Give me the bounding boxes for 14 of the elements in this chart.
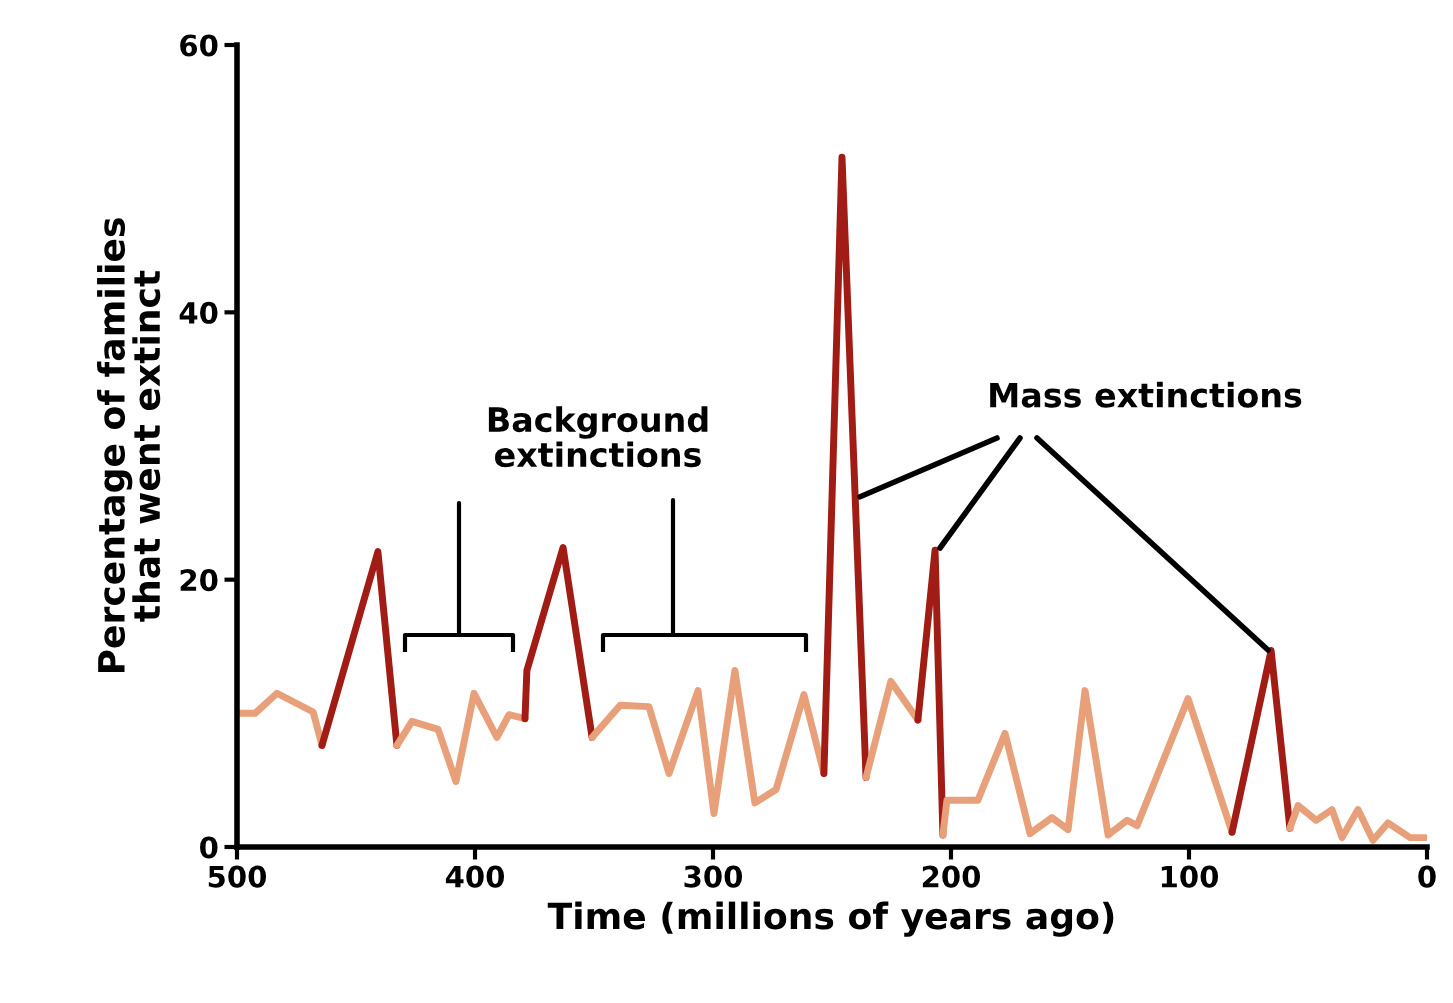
y-tick-label: 40 [179,301,218,324]
annotation: Background extinctions [488,406,708,468]
x-tick-label: 500 [208,865,267,888]
y-tick-label: 0 [200,836,218,859]
x-tick-label: 200 [922,865,981,888]
y-tick-label: 60 [180,34,218,57]
x-tick-label: 0 [1418,865,1436,888]
x-axis-title: Time (millions of years ago) [547,901,1114,937]
y-tick-label: 20 [180,569,218,592]
annotation: Mass extinctions [990,381,1302,408]
y-axis-title: Percentage of families that went extinct [97,218,161,673]
x-tick-label: 400 [445,865,505,888]
x-tick-label: 300 [684,865,743,888]
x-tick-label: 100 [1161,865,1219,888]
